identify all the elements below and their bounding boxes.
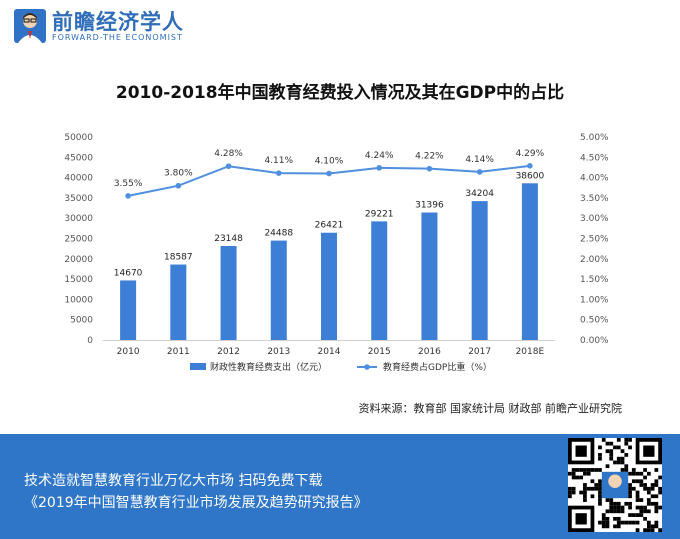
y-tick-label-right: 4.50% [580, 153, 609, 163]
bar-value-label: 31396 [415, 201, 444, 211]
line-value-label: 3.80% [164, 169, 193, 179]
y-tick-label-left: 40000 [64, 174, 93, 184]
bar-value-label: 38600 [516, 171, 545, 181]
bar-value-label: 29221 [365, 209, 394, 219]
x-tick-label: 2012 [217, 347, 240, 357]
bar [421, 212, 438, 340]
header-bar: 前瞻经济学人 FORWARD-THE ECONOMIST [0, 0, 680, 56]
y-tick-label-right: 0.50% [580, 316, 609, 326]
chart-panel [0, 56, 680, 434]
avatar-logo-icon [14, 9, 46, 43]
x-tick-label: 2010 [117, 347, 140, 357]
y-tick-label-right: 0.00% [580, 336, 609, 346]
line-value-label: 4.24% [365, 151, 394, 161]
x-tick-label: 2015 [368, 347, 391, 357]
line-point [527, 163, 533, 169]
y-tick-label-right: 3.00% [580, 214, 609, 224]
y-tick-label-right: 1.00% [580, 295, 609, 305]
line-point [225, 163, 232, 170]
line-point [175, 182, 182, 189]
y-tick-label-left: 5000 [70, 316, 93, 326]
line-point [125, 193, 131, 199]
brand-tagline: FORWARD-THE ECONOMIST [52, 33, 183, 42]
bar [521, 183, 538, 340]
y-tick-label-left: 10000 [64, 295, 93, 305]
y-tick-label-right: 2.00% [580, 255, 609, 265]
bar [170, 264, 187, 340]
x-tick-label: 2013 [267, 347, 290, 357]
bar-value-label: 14670 [114, 268, 143, 278]
brand-name: 前瞻经济学人 [52, 10, 184, 34]
legend-label-line: 教育经费占GDP比重（%） [383, 361, 492, 373]
x-tick-label: 2016 [418, 347, 441, 357]
y-tick-label-right: 5.00% [580, 133, 609, 143]
bar [220, 246, 237, 340]
y-tick-label-left: 50000 [64, 133, 93, 143]
line-value-label: 4.14% [465, 155, 494, 165]
footer-report-title[interactable]: 《2019年中国智慧教育行业市场发展及趋势研究报告》 [24, 495, 368, 511]
bar-value-label: 26421 [315, 221, 344, 231]
line-point [426, 165, 433, 172]
source-note: 资料来源：教育部 国家统计局 财政部 前瞻产业研究院 [358, 402, 623, 415]
x-tick-label: 2011 [167, 347, 190, 357]
legend-swatch-bar [190, 363, 206, 370]
bar-value-label: 24488 [264, 229, 293, 239]
bar [371, 221, 388, 340]
y-tick-label-right: 2.50% [580, 235, 609, 245]
y-tick-label-left: 45000 [64, 153, 93, 163]
chart: 0 5000 10000 15000 20000 25000 30000 35000 40000… [64, 133, 609, 373]
line-point [476, 169, 483, 175]
chart-title: 2010-2018年中国教育经费投入情况及其在GDP中的占比 [115, 83, 565, 103]
y-tick-label-right: 1.50% [580, 275, 609, 285]
bar [270, 240, 287, 340]
bar [120, 280, 137, 340]
y-tick-label-right: 3.50% [580, 194, 609, 204]
bar [321, 232, 337, 340]
bar-value-label: 18587 [164, 253, 193, 263]
bar-value-label: 23148 [214, 234, 243, 244]
line-value-label: 4.11% [264, 156, 293, 166]
y-tick-label-left: 35000 [64, 194, 93, 204]
line-value-label: 3.55% [114, 179, 143, 189]
line-value-label: 4.22% [415, 152, 444, 162]
line-point [376, 165, 383, 171]
x-tick-label: 2017 [468, 347, 491, 357]
footer-promo-text: 技术造就智慧教育行业万亿大市场 扫码免费下载 [24, 473, 323, 489]
y-tick-label-left: 15000 [64, 275, 93, 285]
y-tick-label-left: 25000 [64, 235, 93, 245]
x-tick-label: 2018E [516, 347, 545, 357]
bar [471, 201, 488, 340]
legend-label-bar: 财政性教育经费支出（亿元） [210, 361, 327, 373]
y-tick-label-left: 0 [87, 336, 93, 346]
legend-swatch-line-point [364, 364, 370, 370]
y-tick-label-right: 4.00% [580, 174, 609, 184]
line-value-label: 4.29% [516, 149, 545, 159]
qr-code-icon[interactable] [568, 438, 662, 532]
x-tick-label: 2014 [318, 347, 341, 357]
line-value-label: 4.10% [315, 157, 344, 167]
y-tick-label-left: 30000 [64, 214, 93, 224]
line-point [275, 170, 282, 176]
footer-banner: 技术造就智慧教育行业万亿大市场 扫码免费下载 《2019年中国智慧教育行业市场发… [0, 434, 680, 539]
y-tick-label-left: 20000 [64, 255, 93, 265]
line-value-label: 4.28% [214, 149, 243, 159]
bar-value-label: 34204 [465, 189, 494, 199]
line-point [326, 170, 332, 177]
